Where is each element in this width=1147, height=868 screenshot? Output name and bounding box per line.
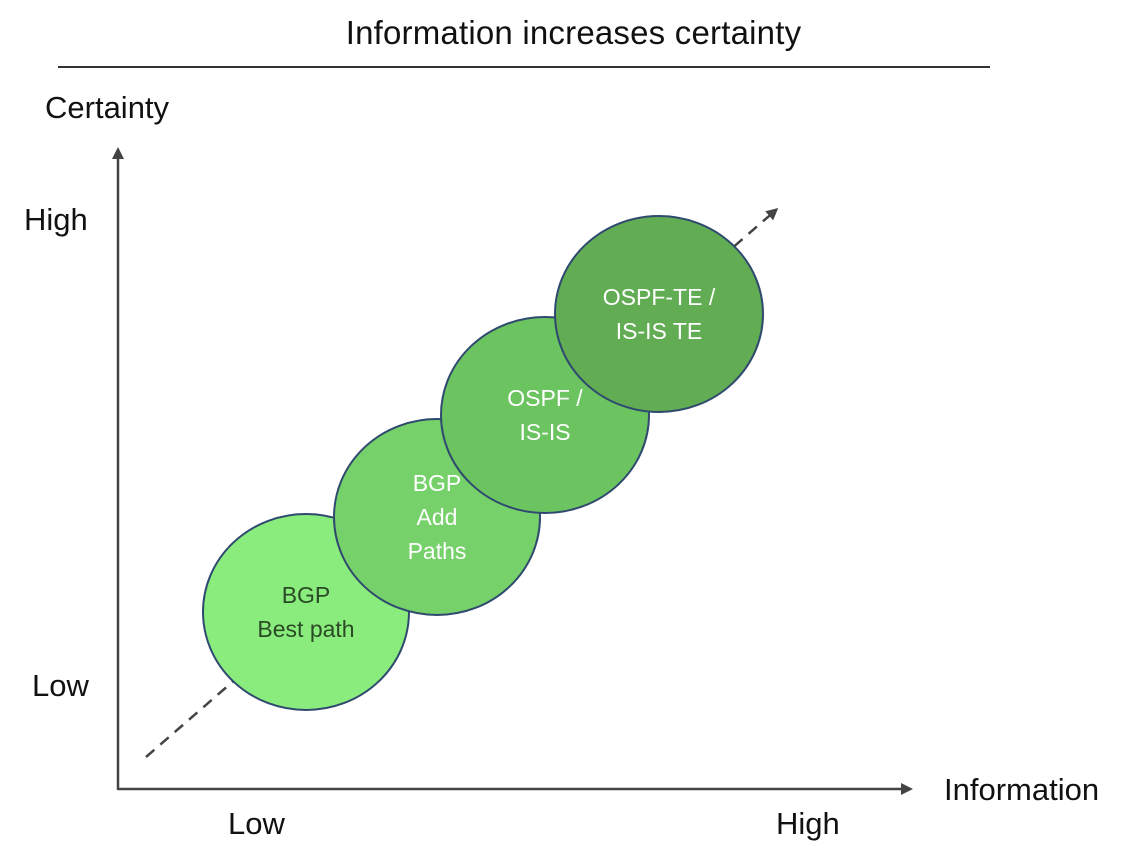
bubble-2-line-2: Add: [417, 504, 458, 530]
bubble-ospf-te-isis-te: OSPF-TE / IS-IS TE: [554, 215, 764, 413]
bubble-2-label: BGP Add Paths: [408, 470, 467, 564]
bubble-4-line-2: IS-IS TE: [616, 318, 703, 344]
bubble-2-line-3: Paths: [408, 538, 467, 564]
bubble-3-label: OSPF / IS-IS: [507, 385, 583, 445]
x-axis-label: Information: [944, 772, 1100, 807]
x-axis-low-label: Low: [228, 806, 285, 841]
title-underline: [58, 66, 990, 68]
bubble-4-shape: [554, 215, 764, 413]
y-axis-label: Certainty: [45, 90, 170, 125]
y-axis-high-label: High: [24, 202, 88, 237]
diagram-title: Information increases certainty: [345, 14, 802, 51]
bubble-4-label: OSPF-TE / IS-IS TE: [603, 284, 716, 344]
bubble-3-line-2: IS-IS: [519, 419, 570, 445]
bubble-4-line-1: OSPF-TE /: [603, 284, 716, 310]
bubble-1-label: BGP Best path: [257, 582, 354, 642]
bubble-3-line-1: OSPF /: [507, 385, 583, 411]
bubble-1-line-2: Best path: [257, 616, 354, 642]
bubble-1-line-1: BGP: [282, 582, 331, 608]
x-axis-high-label: High: [776, 806, 840, 841]
bubble-2-line-1: BGP: [413, 470, 462, 496]
y-axis-low-label: Low: [32, 668, 89, 703]
